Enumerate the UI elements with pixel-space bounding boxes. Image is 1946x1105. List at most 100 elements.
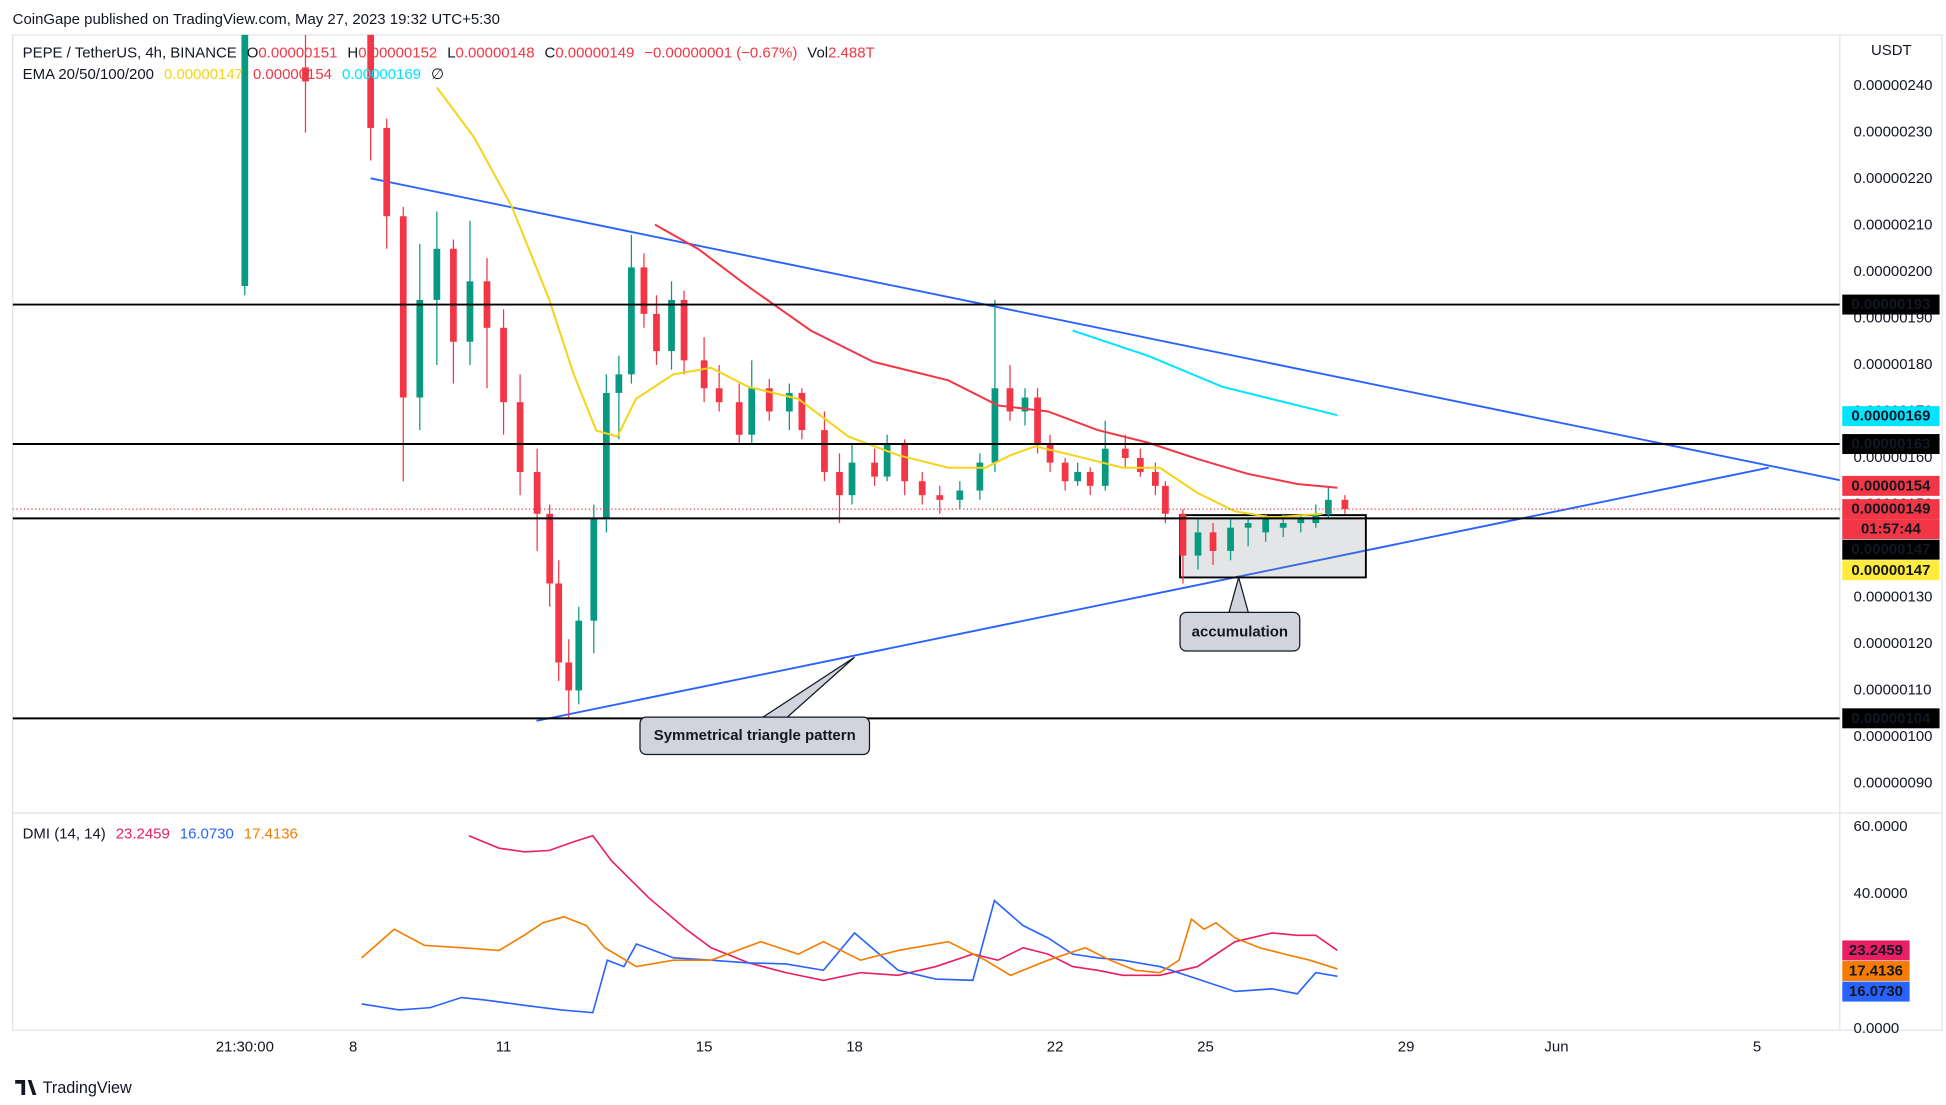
price-tag-bg [1842,406,1940,427]
y-tick-label: 0.00000220 [1854,170,1933,187]
countdown-bg [1842,519,1940,540]
candle-body [615,374,623,393]
price-tag-bg [1842,475,1940,496]
candle-body [590,518,598,621]
ohlc-value: 2.488T [828,45,875,62]
candle-body [821,430,828,472]
dmi-value: 23.2459 [116,825,170,842]
currency: USDT [1871,42,1912,59]
callout-box [1179,611,1301,652]
candle-body [1297,518,1305,524]
x-tick-label: 25 [1197,1039,1214,1056]
y-tick-label: 0.00000130 [1854,588,1933,605]
price-tag: 0.00000147 [1851,541,1930,558]
x-tick-label: 8 [349,1039,357,1056]
y-tick-label: 60.0000 [1854,818,1908,835]
x-tick-label: 5 [1753,1039,1761,1056]
candle-body [546,513,554,584]
candle-body [1086,471,1094,486]
candle-body [918,481,926,496]
y-tick-label: 40.0000 [1854,885,1908,902]
ema-line [654,223,1338,489]
candle-body [798,392,806,431]
ema-line [436,86,1323,519]
candle-body [1136,457,1144,472]
candle-body [1162,485,1169,514]
ema-value: 0.00000147 [164,66,243,83]
price-tag-bg [1842,539,1940,560]
dmi-tag: 23.2459 [1849,942,1903,959]
candle-body [976,462,984,491]
countdown: 01:57:44 [1861,521,1922,538]
dmi-tag: 16.0730 [1849,983,1903,1000]
candle-body [748,388,756,435]
dmi-line [468,834,1338,982]
price-tag: 0.00000154 [1851,477,1931,494]
ohlc-key: C [545,45,556,62]
candle-body [1074,471,1082,482]
overlay: Symmetrical triangle pattern accumulatio… [639,575,1301,756]
candle-body [466,281,474,342]
candle-body [1152,471,1159,486]
x-tick-label: 21:30:00 [216,1039,274,1056]
candle-body [602,392,610,519]
candle-body [1179,513,1187,556]
price-tag-bg [1842,294,1940,315]
dmi-value: 16.0730 [180,825,234,842]
candle-body [450,248,457,342]
price-tag-bg [1842,434,1940,455]
candle-body [1046,444,1054,463]
candle-body [1262,518,1270,533]
candle-body [1227,527,1234,551]
callout-text: accumulation [1192,623,1288,640]
candle-body [628,267,635,375]
ema-legend: EMA 20/50/100/200 0.00000147 0.00000154 0.0… [23,66,444,83]
ema-line [1072,329,1338,417]
candle-body [383,127,391,217]
ema-label: EMA 20/50/100/200 [23,66,154,83]
dmi-pane [361,834,1338,1014]
x-tick-label: 18 [846,1039,863,1056]
trendline-lower [536,466,1769,722]
dmi-value: 17.4136 [244,825,298,842]
price-tag: 0.00000163 [1851,436,1930,453]
candle-body [399,216,407,398]
y-tick-label: 0.00000200 [1854,263,1933,280]
trendline-upper [370,177,1840,482]
candle-body [1034,397,1041,445]
x-tick-label: 15 [696,1039,713,1056]
candle-body [1061,462,1069,482]
publisher: CoinGape published on TradingView.com, M… [13,11,500,28]
candle-body [433,248,441,300]
dmi-tag-bg [1842,940,1910,961]
price-tag-bg [1842,708,1940,729]
x-tick-label: 22 [1047,1039,1064,1056]
symbol: PEPE / TetherUS, 4h, BINANCE [23,45,237,62]
dmi-tag-bg [1842,981,1910,1002]
price-tag: 0.00000147 [1851,562,1930,579]
y-tick-label: 0.00000210 [1854,216,1933,233]
candle-body [715,388,723,403]
y-tick-label: 0.0000 [1854,1020,1900,1037]
candle-body [765,388,773,412]
candle-body [700,360,708,389]
candle-body [735,402,743,435]
ohlc-value: −0.00000001 (−0.67%) [644,45,797,62]
ema-missing: ∅ [431,66,444,83]
candle-body [785,392,793,412]
candle-body [1194,532,1202,556]
candle-body [516,402,524,472]
y-tick-label: 0.00000110 [1854,681,1932,698]
candle-body [565,662,573,691]
price-tag: 0.00000169 [1851,408,1930,425]
ohlc-key: Vol [807,45,828,62]
dmi-line [361,915,1338,977]
ohlc-value: 0.00000151 [258,45,337,62]
candle-body [901,444,909,482]
dmi-tag-bg [1842,961,1910,981]
candle-body [575,620,583,691]
dmi-title: DMI (14, 14) [23,825,106,842]
candle-body [1021,397,1029,412]
callout-text: Symmetrical triangle pattern [654,727,856,744]
